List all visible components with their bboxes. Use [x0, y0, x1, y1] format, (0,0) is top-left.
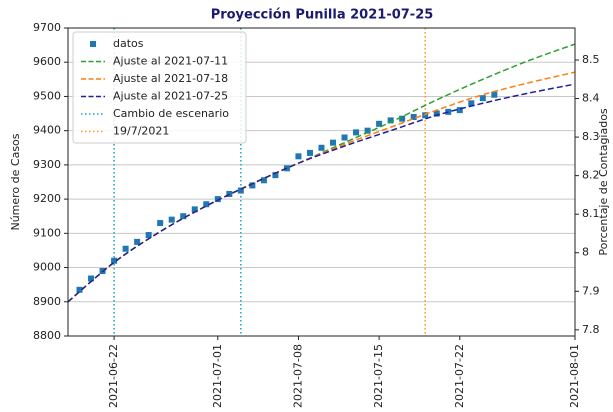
- data-point: [88, 275, 95, 282]
- data-point: [260, 177, 267, 184]
- data-point: [145, 232, 152, 239]
- data-point: [214, 196, 221, 203]
- data-point: [180, 213, 187, 220]
- y-tick-label: 9500: [33, 89, 61, 102]
- y2-tick-label: 8.4: [582, 92, 600, 105]
- y-axis-label: Número de Casos: [9, 133, 22, 230]
- x-tick-label: 2021-07-01: [211, 344, 224, 408]
- data-point: [491, 91, 498, 98]
- data-point: [376, 120, 383, 127]
- data-point: [330, 139, 337, 146]
- data-point: [191, 206, 198, 213]
- x-tick-label: 2021-08-01: [568, 344, 581, 408]
- data-point: [157, 220, 164, 227]
- y-tick-label: 9600: [33, 55, 61, 68]
- legend-box: [72, 31, 247, 144]
- legend-label: Cambio de escenario: [113, 107, 229, 120]
- data-point: [456, 107, 463, 114]
- legend-label: datos: [113, 37, 144, 50]
- x-tick-label: 2021-07-08: [291, 344, 304, 408]
- legend-label: Ajuste al 2021-07-11: [113, 55, 228, 68]
- data-point: [364, 127, 371, 134]
- data-point: [134, 238, 141, 245]
- y-tick-label: 8900: [33, 295, 61, 308]
- data-point: [111, 257, 118, 264]
- y2-tick-label: 7.9: [582, 284, 600, 297]
- legend-label: 19/7/2021: [113, 125, 169, 138]
- y-tick-label: 9100: [33, 226, 61, 239]
- data-point: [295, 153, 302, 160]
- legend-label: Ajuste al 2021-07-25: [113, 90, 228, 103]
- x-tick-label: 2021-07-15: [372, 344, 385, 408]
- data-point: [203, 201, 210, 208]
- x-tick-label: 2021-07-22: [453, 344, 466, 408]
- y-tick-label: 9000: [33, 261, 61, 274]
- y2-tick-label: 8.5: [582, 53, 600, 66]
- plot-frame: [67, 27, 576, 337]
- y2-tick-label: 7.8: [582, 323, 600, 336]
- data-point: [479, 95, 486, 102]
- data-point: [353, 129, 360, 136]
- y2-axis-label: Porcentaje de Contagiados: [597, 108, 610, 256]
- y-tick-label: 9400: [33, 124, 61, 137]
- data-point: [433, 110, 440, 117]
- data-point: [318, 144, 325, 151]
- y-tick-label: 9700: [33, 21, 61, 34]
- y-tick-label: 8800: [33, 329, 61, 342]
- data-point: [237, 187, 244, 194]
- data-point: [168, 216, 175, 223]
- y-tick-label: 9200: [33, 192, 61, 205]
- plot-area: [68, 28, 575, 336]
- y2-tick-label: 8.3: [582, 130, 600, 143]
- y2-tick-label: 8.1: [582, 207, 600, 220]
- data-point: [399, 115, 406, 122]
- y-tick-label: 9300: [33, 158, 61, 171]
- legend-swatch: [90, 41, 96, 47]
- fit-line: [68, 83, 575, 303]
- x-tick-label: 2021-06-22: [107, 344, 120, 408]
- data-point: [76, 286, 83, 293]
- data-point: [306, 149, 313, 156]
- data-point: [122, 245, 129, 252]
- y2-tick-label: 8.2: [582, 169, 600, 182]
- data-point: [387, 117, 394, 124]
- data-point: [422, 112, 429, 119]
- y2-tick-label: 8: [582, 246, 589, 259]
- legend-label: Ajuste al 2021-07-18: [113, 72, 228, 85]
- data-point: [468, 100, 475, 107]
- data-point: [272, 172, 279, 179]
- data-point: [410, 113, 417, 120]
- data-point: [249, 182, 256, 189]
- data-point: [341, 134, 348, 141]
- chart-title: Proyección Punilla 2021-07-25: [211, 8, 434, 23]
